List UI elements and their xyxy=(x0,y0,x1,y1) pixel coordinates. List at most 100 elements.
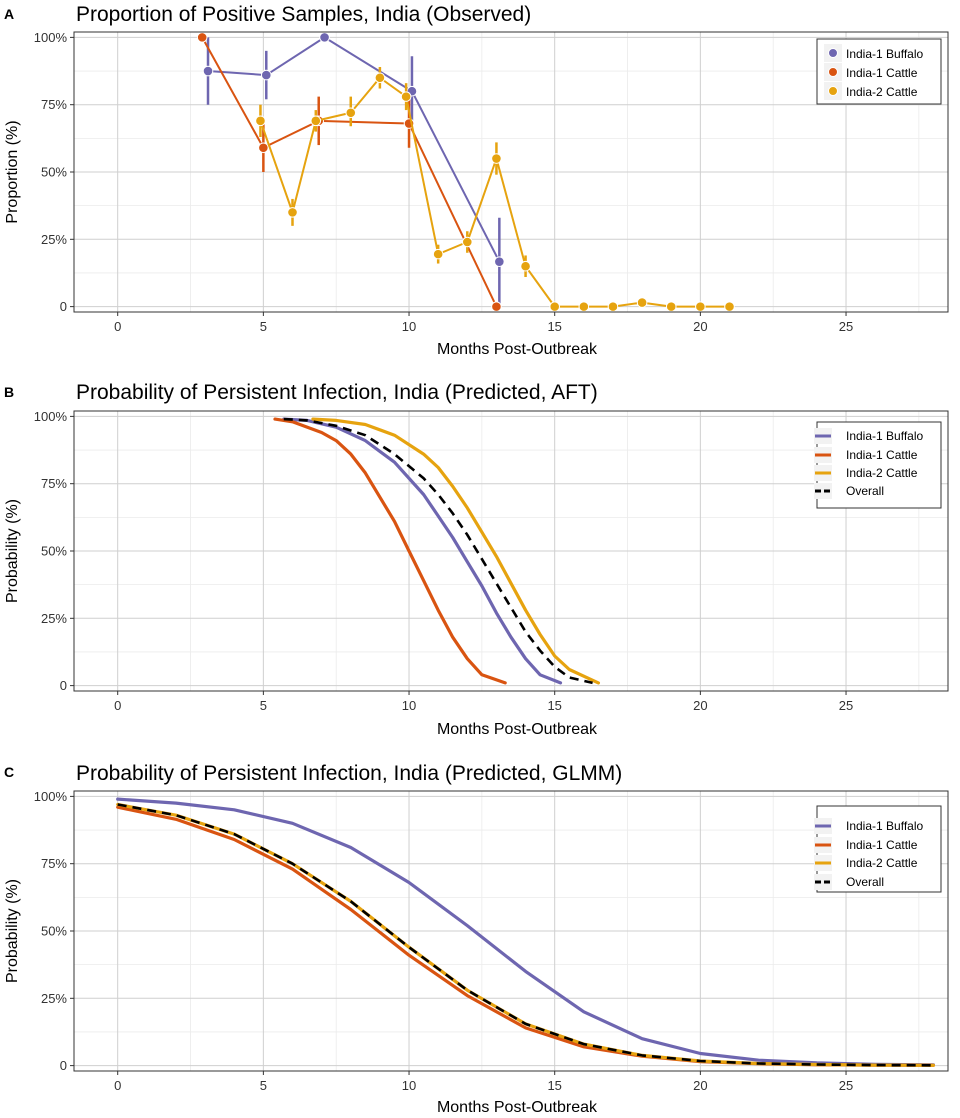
panel-c-legend: India-1 Buffalo India-1 Cattle India-2 C… xyxy=(814,805,942,893)
panel-a-point-buffalo xyxy=(260,69,272,81)
panel-c-y-label: Probability (%) xyxy=(4,879,21,983)
panel-b-data xyxy=(273,417,600,685)
panel-c-y-tick-label: 50% xyxy=(41,924,67,939)
panel-a-point-cattle2 xyxy=(636,297,648,308)
panel-a-x-label: Months Post-Outbreak xyxy=(437,341,598,358)
panel-c-legend-key-bg xyxy=(814,874,832,890)
panel-b-x-tick-label: 0 xyxy=(114,698,121,713)
panel-b-letter: B xyxy=(4,384,14,400)
panel-b-series-line-buffalo xyxy=(282,417,563,685)
panel-b-legend-key-bg xyxy=(814,483,832,499)
panel-b-series-line-cattle1 xyxy=(273,417,507,685)
panel-a-point-cattle2 xyxy=(400,91,412,102)
panel-a-point-cattle2 xyxy=(345,107,357,119)
panel-b-y-tick-label: 100% xyxy=(34,409,68,424)
panel-b-title: Probability of Persistent Infection, Ind… xyxy=(76,381,598,404)
panel-a-point-cattle1 xyxy=(258,142,269,154)
panel-b-x-label: Months Post-Outbreak xyxy=(437,721,598,738)
panel-a-point-cattle2 xyxy=(695,301,706,312)
panel-b-x-tick-label: 25 xyxy=(839,698,853,713)
panel-b-legend-label-cattle1: India-1 Cattle xyxy=(846,448,918,462)
panel-a-point-cattle2 xyxy=(549,301,561,312)
panel-c-legend-label-buffalo: India-1 Buffalo xyxy=(846,819,923,833)
panel-a-point-cattle2 xyxy=(310,115,322,127)
panel-a-x-tick-label: 20 xyxy=(693,319,707,334)
panel-c-series-line-overall xyxy=(117,803,934,1067)
panel-c-legend-label-cattle2: India-2 Cattle xyxy=(846,856,918,870)
panel-b-y-tick-label: 25% xyxy=(41,611,67,626)
panel-b-y-label: Probability (%) xyxy=(4,499,21,603)
panel-a-legend-key-cattle1 xyxy=(828,67,838,77)
panel-a-point-buffalo xyxy=(319,32,330,43)
panel-b-series-line-cattle2 xyxy=(311,417,600,685)
panel-c-legend-label-cattle1: India-1 Cattle xyxy=(846,838,918,852)
panel-a-point-cattle2 xyxy=(462,236,473,248)
panel-b-x-ticks: 0 5 10 15 20 25 xyxy=(114,691,853,713)
panel-a-point-cattle2 xyxy=(665,301,677,312)
panel-c-y-tick-label: 100% xyxy=(34,789,68,804)
panel-b-y-tick-label: 0 xyxy=(60,678,67,693)
panel-c-y-tick-label: 25% xyxy=(41,991,67,1006)
panel-b: B Probability of Persistent Infection, I… xyxy=(4,381,949,738)
panel-a-y-label: Proportion (%) xyxy=(4,120,21,223)
panel-a: A Proportion of Positive Samples, India … xyxy=(4,3,949,358)
panel-c-x-tick-label: 15 xyxy=(547,1078,561,1093)
panel-a-y-tick-label: 0 xyxy=(60,299,67,314)
panel-b-x-tick-label: 10 xyxy=(402,698,416,713)
panel-b-x-tick-label: 5 xyxy=(260,698,267,713)
panel-a-x-tick-label: 10 xyxy=(402,319,416,334)
panel-a-y-tick-label: 50% xyxy=(41,165,67,180)
panel-a-point-cattle2 xyxy=(255,115,266,127)
panel-b-y-ticks: 0 25% 50% 75% 100% xyxy=(34,409,74,693)
panel-c-title: Probability of Persistent Infection, Ind… xyxy=(76,762,622,785)
panel-b-legend-label-overall: Overall xyxy=(846,484,884,498)
panel-a-point-cattle1 xyxy=(196,32,208,43)
panel-a-point-cattle2 xyxy=(374,72,386,84)
panel-c-legend-label-overall: Overall xyxy=(846,875,884,889)
panel-a-point-cattle2 xyxy=(491,153,502,164)
panel-a-legend-label-buffalo: India-1 Buffalo xyxy=(846,47,923,61)
panel-c-x-label: Months Post-Outbreak xyxy=(437,1099,598,1116)
panel-a-point-cattle2 xyxy=(520,260,531,272)
panel-c-x-tick-label: 10 xyxy=(402,1078,416,1093)
panel-b-y-tick-label: 75% xyxy=(41,476,67,491)
panel-c-data xyxy=(116,797,935,1067)
panel-a-x-tick-label: 5 xyxy=(260,319,267,334)
panel-a-title: Proportion of Positive Samples, India (O… xyxy=(76,3,531,26)
panel-c-series-line-buffalo xyxy=(116,797,935,1067)
panel-a-legend: India-1 Buffalo India-1 Cattle India-2 C… xyxy=(816,38,942,105)
panel-a-data xyxy=(196,32,735,312)
panel-a-point-cattle2 xyxy=(432,248,444,260)
panel-c-letter: C xyxy=(4,764,14,780)
panel-a-x-tick-label: 0 xyxy=(114,319,121,334)
panel-a-point-cattle2 xyxy=(724,301,735,312)
panel-c: C Probability of Persistent Infection, I… xyxy=(4,762,949,1116)
panel-c-y-tick-label: 75% xyxy=(41,856,67,871)
panel-b-x-tick-label: 15 xyxy=(547,698,561,713)
panel-a-legend-key-cattle2 xyxy=(828,86,838,96)
panel-c-x-tick-label: 5 xyxy=(260,1078,267,1093)
panel-a-point-buffalo xyxy=(494,256,505,267)
panel-a-legend-label-cattle1: India-1 Cattle xyxy=(846,66,918,80)
panel-c-x-ticks: 0 5 10 15 20 25 xyxy=(114,1071,853,1093)
panel-b-legend-label-cattle2: India-2 Cattle xyxy=(846,466,918,480)
panel-c-y-ticks: 0 25% 50% 75% 100% xyxy=(34,789,74,1073)
panel-a-legend-label-cattle2: India-2 Cattle xyxy=(846,85,918,99)
panel-a-y-tick-label: 75% xyxy=(41,97,67,112)
panel-c-x-tick-label: 25 xyxy=(839,1078,853,1093)
panel-a-y-ticks: 0 25% 50% 75% 100% xyxy=(34,30,74,314)
panel-b-legend: India-1 Buffalo India-1 Cattle India-2 C… xyxy=(814,421,942,509)
panel-a-point-cattle1 xyxy=(491,301,502,312)
panel-a-x-tick-label: 25 xyxy=(839,319,853,334)
panel-a-letter: A xyxy=(4,6,14,22)
panel-a-point-cattle2 xyxy=(578,301,590,312)
panel-c-x-tick-label: 20 xyxy=(693,1078,707,1093)
panel-a-grid xyxy=(74,32,948,312)
panel-a-point-buffalo xyxy=(202,65,214,77)
panel-c-legend-box xyxy=(816,805,942,893)
panel-a-x-ticks: 0 5 10 15 20 25 xyxy=(114,312,853,334)
panel-b-legend-label-buffalo: India-1 Buffalo xyxy=(846,429,923,443)
panel-b-legend-keys xyxy=(814,428,832,499)
panel-c-x-tick-label: 0 xyxy=(114,1078,121,1093)
